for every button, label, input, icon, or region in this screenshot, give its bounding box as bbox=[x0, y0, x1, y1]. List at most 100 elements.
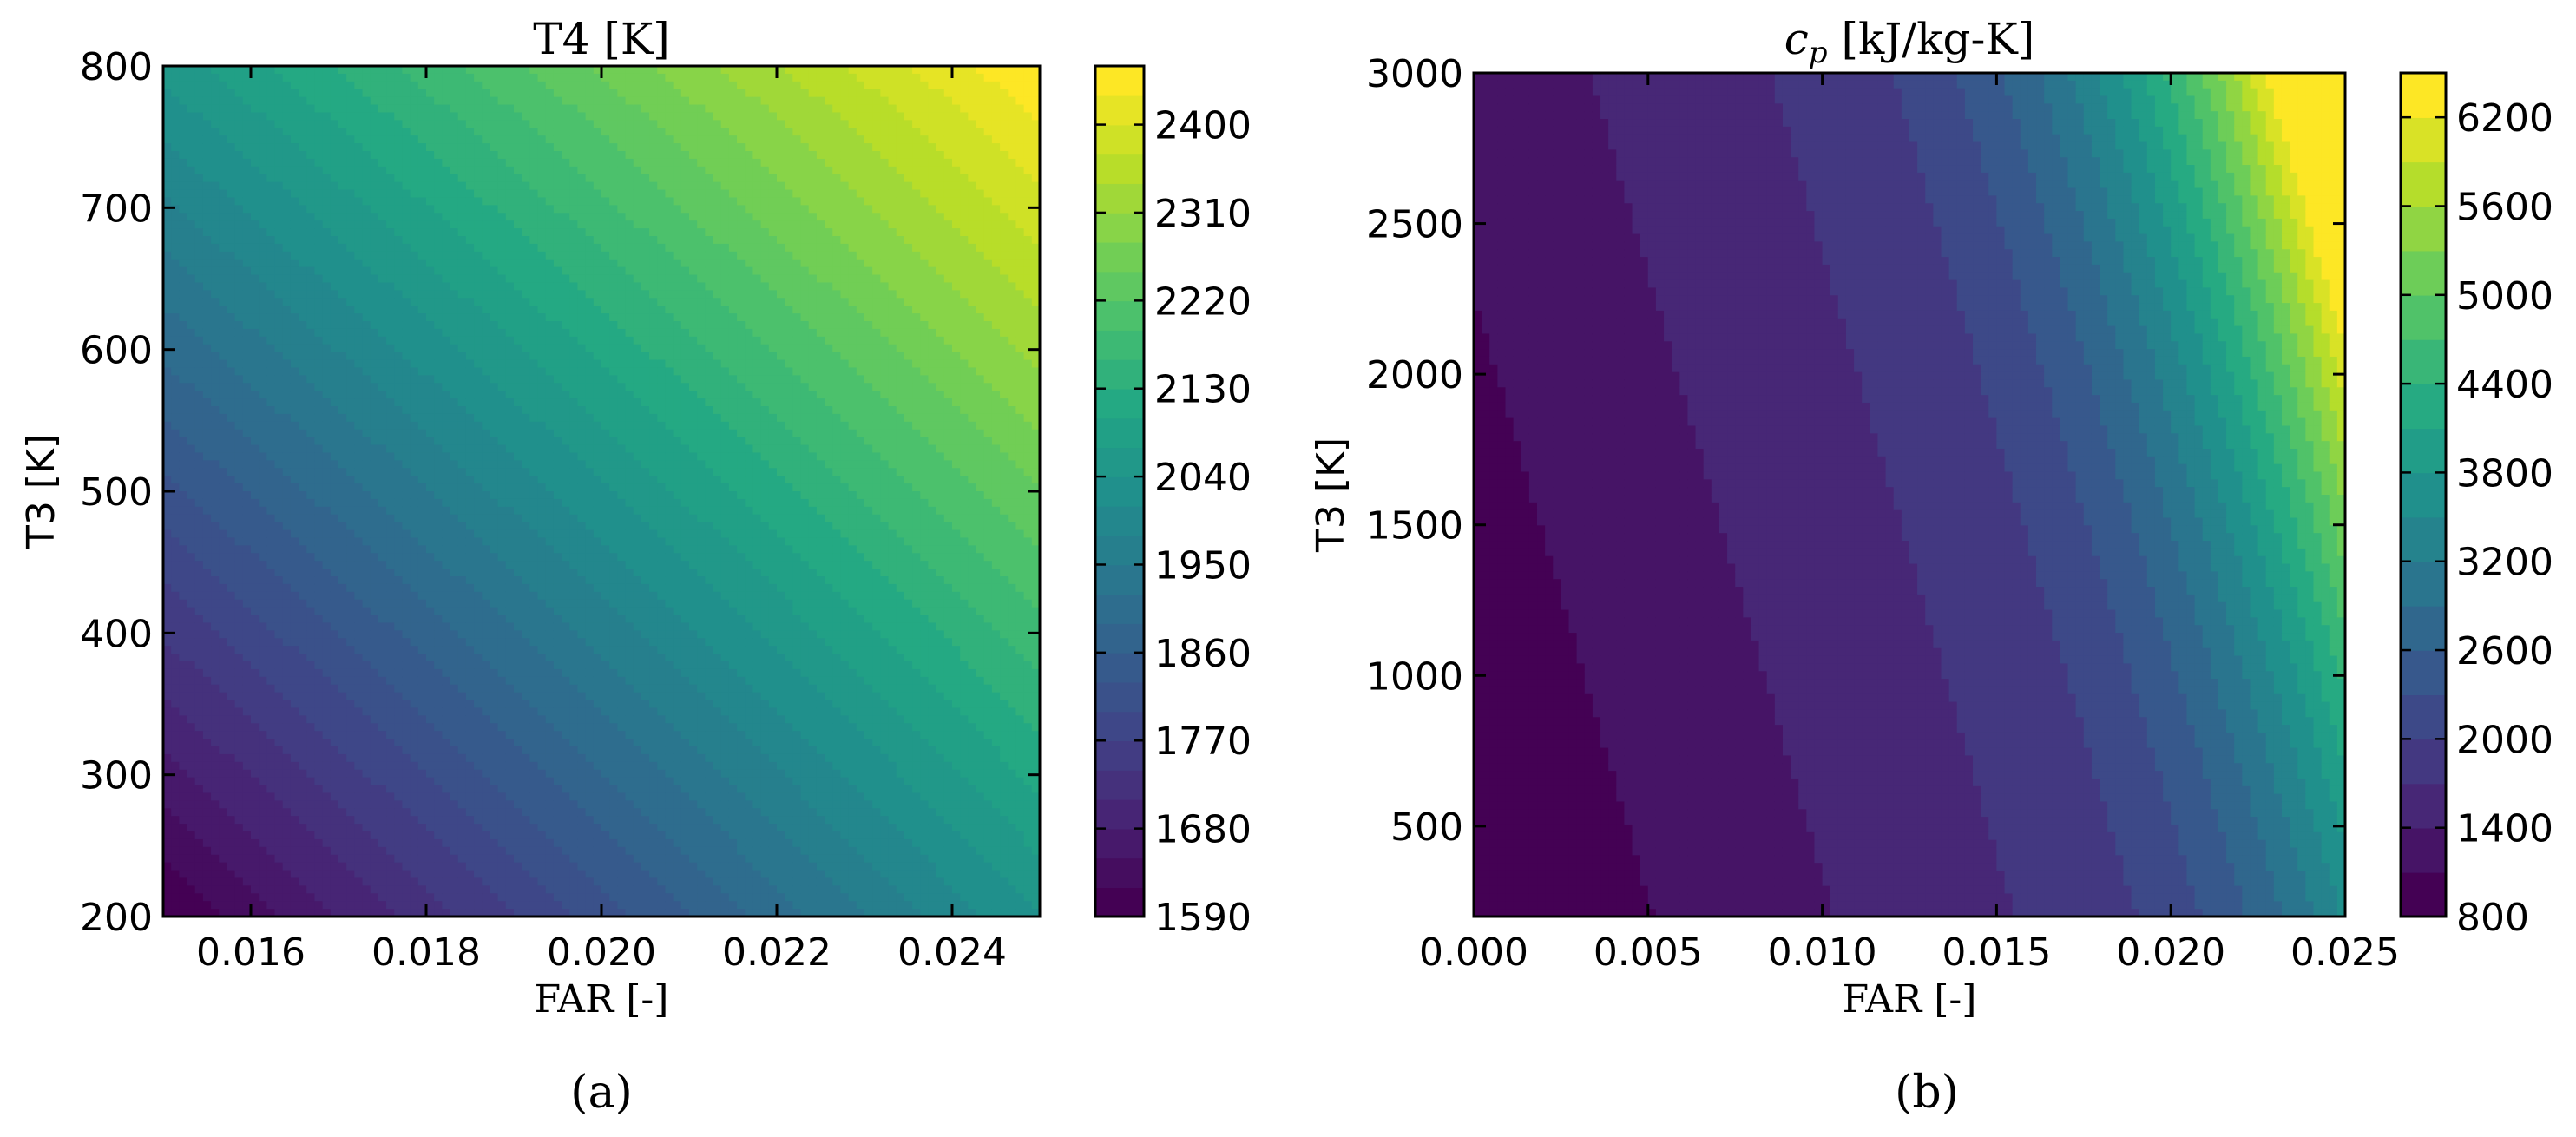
a-contour-cell bbox=[426, 615, 436, 624]
a-contour-cell bbox=[505, 274, 515, 284]
a-contour-cell bbox=[482, 684, 491, 693]
a-contour-cell bbox=[457, 870, 467, 879]
a-contour-cell bbox=[354, 298, 364, 307]
a-contour-cell bbox=[306, 468, 316, 477]
a-contour-cell bbox=[242, 189, 252, 199]
a-contour-cell bbox=[482, 483, 491, 492]
a-contour-cell bbox=[251, 583, 260, 593]
a-contour-cell bbox=[219, 444, 228, 454]
a-contour-cell bbox=[490, 537, 499, 547]
a-contour-cell bbox=[179, 800, 188, 810]
a-contour-cell bbox=[242, 800, 252, 810]
a-contour-cell bbox=[457, 622, 467, 632]
a-contour-cell bbox=[450, 228, 459, 237]
a-contour-cell bbox=[234, 901, 244, 910]
a-contour-cell bbox=[299, 808, 308, 818]
a-contour-cell bbox=[402, 661, 411, 670]
a-contour-cell bbox=[219, 429, 228, 438]
a-contour-cell bbox=[354, 854, 364, 864]
a-contour-cell bbox=[299, 112, 308, 122]
a-contour-cell bbox=[497, 259, 507, 268]
a-contour-cell bbox=[202, 746, 212, 755]
a-contour-cell bbox=[314, 668, 324, 678]
a-contour-cell bbox=[450, 89, 459, 98]
a-contour-cell bbox=[322, 81, 332, 90]
a-contour-cell bbox=[179, 846, 188, 856]
a-contour-cell bbox=[242, 73, 252, 82]
a-contour-cell bbox=[338, 228, 348, 237]
a-contour-cell bbox=[362, 846, 371, 856]
a-contour-cell bbox=[274, 862, 284, 871]
a-contour-cell bbox=[227, 197, 236, 207]
a-contour-cell bbox=[378, 483, 387, 492]
a-contour-cell bbox=[202, 313, 212, 322]
a-contour-cell bbox=[242, 901, 252, 910]
a-contour-cell bbox=[482, 383, 491, 392]
a-contour-cell bbox=[402, 622, 411, 632]
a-contour-cell bbox=[450, 870, 459, 879]
a-contour-cell bbox=[442, 607, 451, 616]
a-contour-cell bbox=[442, 460, 451, 470]
a-contour-cell bbox=[299, 654, 308, 662]
a-contour-cell bbox=[482, 391, 491, 399]
a-contour-cell bbox=[450, 816, 459, 825]
a-contour-cell bbox=[354, 630, 364, 640]
a-contour-cell bbox=[457, 352, 467, 361]
a-contour-cell bbox=[465, 197, 475, 207]
a-contour-cell bbox=[266, 893, 276, 903]
a-contour-cell bbox=[497, 661, 507, 670]
a-contour-cell bbox=[394, 700, 404, 709]
a-contour-cell bbox=[370, 808, 379, 818]
a-contour-cell bbox=[179, 166, 188, 175]
a-contour-cell bbox=[362, 197, 371, 207]
a-contour-cell bbox=[417, 367, 427, 377]
a-contour-cell bbox=[457, 654, 467, 662]
a-contour-cell bbox=[497, 870, 507, 879]
a-contour-cell bbox=[179, 785, 188, 794]
a-contour-cell bbox=[202, 529, 212, 539]
a-contour-cell bbox=[242, 506, 252, 516]
a-contour-cell bbox=[417, 352, 427, 361]
a-contour-cell bbox=[194, 684, 204, 693]
a-contour-cell bbox=[522, 367, 531, 377]
a-contour-cell bbox=[234, 854, 244, 864]
a-contour-cell bbox=[266, 777, 276, 786]
a-contour-cell bbox=[242, 583, 252, 593]
a-contour-cell bbox=[354, 746, 364, 755]
a-contour-cell bbox=[242, 676, 252, 686]
a-contour-cell bbox=[417, 761, 427, 771]
a-contour-cell bbox=[219, 792, 228, 802]
a-contour-cell bbox=[234, 514, 244, 523]
a-contour-cell bbox=[505, 104, 515, 114]
a-contour-cell bbox=[274, 352, 284, 361]
a-contour-cell bbox=[465, 909, 475, 917]
a-contour-cell bbox=[251, 731, 260, 739]
a-contour-cell bbox=[219, 406, 228, 415]
a-contour-cell bbox=[219, 529, 228, 539]
a-contour-cell bbox=[410, 909, 419, 917]
a-contour-cell bbox=[450, 785, 459, 794]
a-contour-cell bbox=[386, 529, 396, 539]
a-contour-cell bbox=[179, 862, 188, 871]
a-contour-cell bbox=[346, 220, 356, 229]
a-contour-cell bbox=[163, 367, 173, 377]
a-contour-cell bbox=[505, 715, 515, 725]
a-contour-cell bbox=[497, 753, 507, 763]
a-contour-cell bbox=[465, 491, 475, 500]
a-contour-cell bbox=[251, 266, 260, 276]
a-contour-cell bbox=[330, 468, 339, 477]
a-contour-cell bbox=[482, 746, 491, 755]
a-contour-cell bbox=[394, 483, 404, 492]
a-contour-cell bbox=[282, 406, 292, 415]
a-contour-cell bbox=[219, 901, 228, 910]
a-contour-cell bbox=[211, 460, 220, 470]
a-contour-cell bbox=[290, 654, 299, 662]
a-contour-cell bbox=[259, 282, 268, 292]
a-contour-cell bbox=[434, 561, 444, 569]
a-contour-cell bbox=[338, 398, 348, 407]
a-contour-cell bbox=[211, 236, 220, 245]
a-contour-cell bbox=[386, 460, 396, 470]
a-contour-cell bbox=[251, 684, 260, 693]
a-contour-cell bbox=[202, 615, 212, 624]
a-contour-cell bbox=[266, 189, 276, 199]
